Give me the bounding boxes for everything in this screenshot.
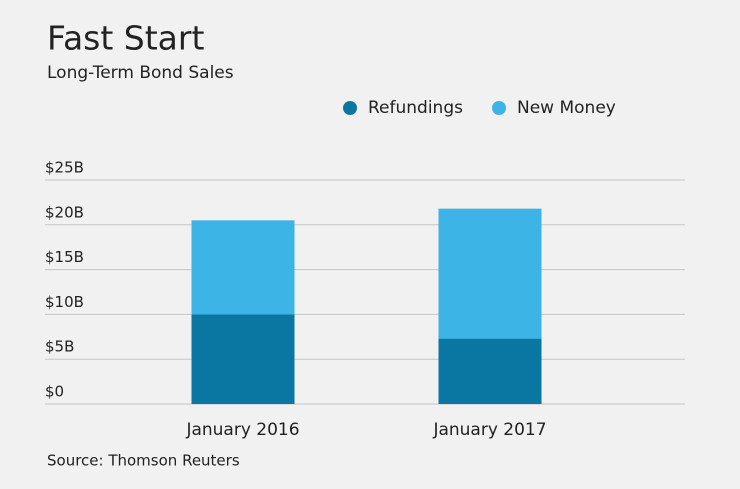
x-tick-label: January 2016 xyxy=(185,420,299,440)
chart-subtitle: Long-Term Bond Sales xyxy=(47,63,234,83)
chart-title: Fast Start xyxy=(47,19,204,58)
source: Source: Thomson Reuters xyxy=(47,452,240,470)
y-tick-label: $10B xyxy=(45,293,84,311)
legend-swatch xyxy=(492,101,506,115)
legend-swatch xyxy=(343,101,357,115)
bar-segment xyxy=(438,208,542,339)
bar-segment xyxy=(438,338,542,404)
y-tick-label: $25B xyxy=(45,159,84,177)
bar-segment xyxy=(191,314,295,404)
y-tick-label: $15B xyxy=(45,248,84,266)
legend-label: New Money xyxy=(517,98,616,118)
x-tick-label: January 2017 xyxy=(432,420,546,440)
y-tick-label: $5B xyxy=(45,338,74,356)
bar-segment xyxy=(191,220,295,315)
y-tick-label: $20B xyxy=(45,203,84,221)
y-tick-label: $0 xyxy=(45,383,64,401)
legend-label: Refundings xyxy=(368,98,463,118)
